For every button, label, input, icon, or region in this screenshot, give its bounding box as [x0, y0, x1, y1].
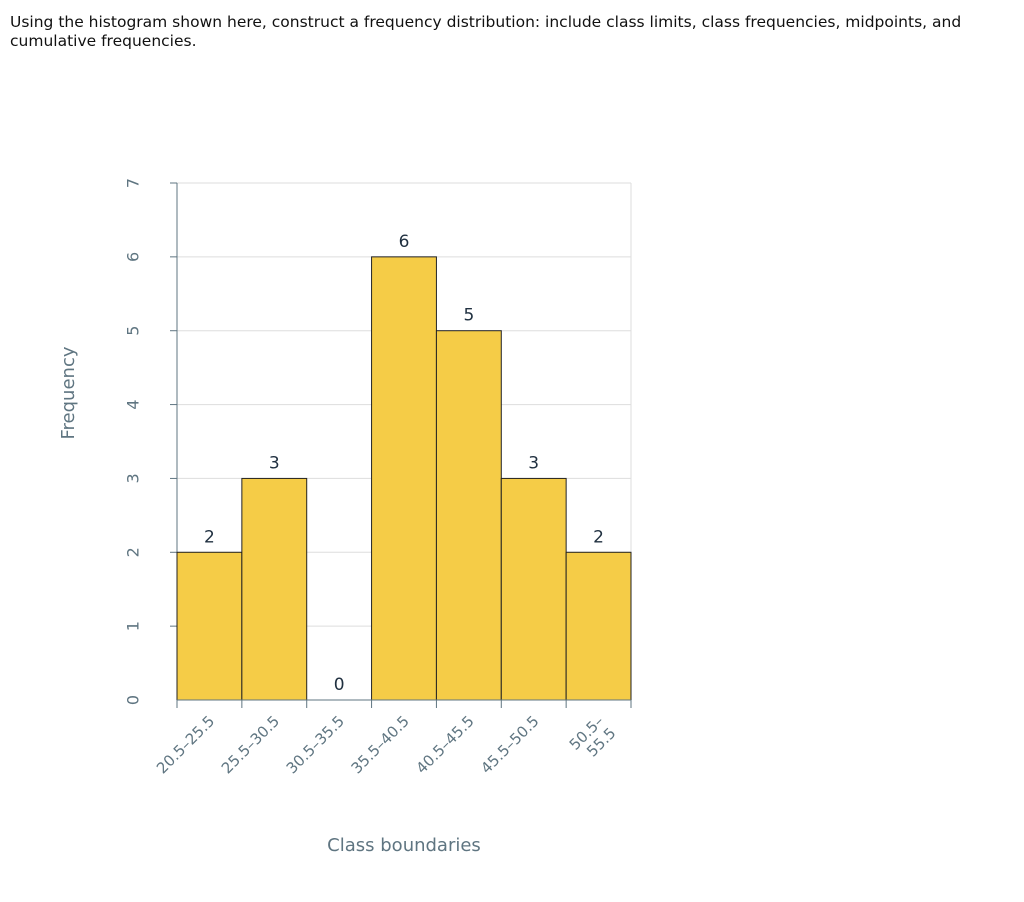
x-tick-label: 25.5–30.5: [218, 712, 283, 777]
x-tick-label: 35.5–40.5: [348, 712, 413, 777]
bar-value-label: 0: [334, 675, 345, 695]
bar: [565, 551, 632, 701]
bar-value-label: 2: [593, 527, 604, 547]
y-axis: 0 1 2 3 4 5 6 7: [124, 178, 178, 705]
bar: [435, 330, 502, 701]
x-tick-label: 45.5–50.5: [477, 712, 542, 777]
x-axis-title: Class boundaries: [327, 835, 481, 856]
x-tick-label: 40.5–45.5: [412, 712, 477, 777]
x-tick-label: 30.5–35.5: [283, 712, 348, 777]
y-tick-label: 0: [124, 695, 143, 705]
y-tick-label: 5: [124, 326, 143, 336]
y-tick-label: 3: [124, 473, 143, 483]
y-tick-label: 2: [124, 547, 143, 557]
bar-value-label: 6: [399, 232, 410, 252]
y-tick-label: 7: [124, 178, 143, 188]
x-tick-label: 50.5–55.5: [566, 712, 620, 766]
y-tick-label: 4: [124, 399, 143, 409]
bar: [176, 551, 243, 701]
bar-value-labels: 2 3 0 6 5 3 2: [204, 232, 604, 695]
x-tick-label: 20.5–25.5: [153, 712, 218, 777]
question-text: Using the histogram shown here, construc…: [10, 13, 962, 50]
x-axis: 20.5–25.5 25.5–30.5 30.5–35.5 35.5–40.5 40.5…: [153, 699, 632, 777]
bar: [241, 477, 308, 701]
y-axis-title: Frequency: [58, 346, 79, 439]
bar: [500, 477, 567, 701]
bar-value-label: 3: [269, 453, 280, 473]
bars: [176, 256, 632, 701]
bar-value-label: 3: [528, 453, 539, 473]
y-tick-label: 6: [124, 252, 143, 262]
y-tick-label: 1: [124, 621, 143, 631]
bar-value-label: 2: [204, 527, 215, 547]
bar: [371, 256, 437, 701]
bar-value-label: 5: [463, 306, 474, 326]
